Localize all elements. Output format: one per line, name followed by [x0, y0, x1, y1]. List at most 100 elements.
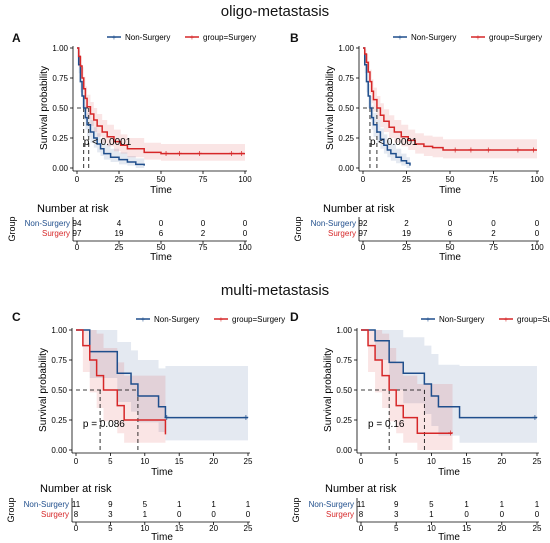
risk-x-axis-title: Time	[150, 252, 172, 263]
km-panel-c: + +0.000.250.500.751.000 5 10 15 20 25TimeSurv…	[6, 315, 285, 543]
risk-x-tick-label: 25	[244, 524, 253, 533]
censor-mark: +	[243, 413, 249, 424]
risk-x-tick-label: 5	[108, 524, 113, 533]
section-title-multi: multi-metastasis	[220, 282, 330, 299]
risk-count-surgery: 0	[535, 229, 540, 238]
p-value: p < 0.0001	[370, 137, 418, 148]
risk-x-tick-label: 100	[530, 243, 544, 252]
censor-mark: +	[197, 149, 203, 160]
x-tick-label: 5	[108, 457, 113, 466]
risk-count-surgery: 8	[359, 510, 364, 519]
y-tick-label: 0.50	[338, 104, 354, 113]
risk-table-title: Number at risk	[37, 203, 109, 215]
risk-count-surgery: 0	[464, 510, 469, 519]
y-tick-label: 0.25	[51, 416, 67, 425]
risk-count-surgery: 0	[211, 510, 216, 519]
legend-label-surgery: group=Surgery	[489, 33, 542, 42]
risk-count-surgery: 0	[246, 510, 251, 519]
p-value: p = 0.16	[368, 419, 405, 430]
risk-count-surgery: 1	[429, 510, 434, 519]
risk-x-axis-title: Time	[439, 252, 461, 263]
y-axis-title: Survival probability	[323, 348, 334, 432]
risk-count-surgery: 97	[359, 229, 368, 238]
survival-curve-surgery	[76, 329, 167, 435]
y-tick-label: 0.75	[338, 74, 354, 83]
legend-marker: +	[426, 315, 431, 324]
y-tick-label: 0.75	[336, 356, 352, 365]
survival-curve-non_surgery	[361, 329, 537, 419]
risk-row-label-non-surgery: Non-Surgery	[309, 500, 354, 509]
risk-count-non-surgery: 0	[535, 219, 540, 228]
risk-x-tick-label: 0	[359, 524, 364, 533]
ci-band-surgery	[77, 48, 245, 161]
risk-count-surgery: 2	[491, 229, 496, 238]
y-tick-label: 1.00	[51, 326, 67, 335]
risk-count-non-surgery: 1	[246, 500, 251, 509]
y-tick-label: 0.25	[336, 416, 352, 425]
panel-label-d: D	[290, 310, 299, 324]
y-axis-title: Survival probability	[39, 66, 50, 150]
risk-count-surgery: 1	[143, 510, 148, 519]
risk-count-non-surgery: 11	[72, 500, 81, 509]
x-tick-label: 10	[140, 457, 149, 466]
legend-label-non-surgery: Non-Surgery	[154, 315, 199, 324]
risk-x-tick-label: 75	[489, 243, 498, 252]
y-tick-label: 0.25	[52, 134, 68, 143]
censor-mark: +	[452, 146, 458, 157]
y-axis-title: Survival probability	[325, 66, 336, 150]
ci-band-surgery	[363, 48, 537, 159]
risk-count-surgery: 8	[74, 510, 79, 519]
legend-label-surgery: group=Surgery	[232, 315, 285, 324]
risk-count-non-surgery: 1	[464, 500, 469, 509]
km-panel-a: + + + + +0.00 0.25 0.50 0.75 1.00 0 25 50 75 100 Time S…	[7, 33, 256, 263]
x-axis-title: Time	[150, 185, 172, 196]
legend-marker: +	[476, 33, 481, 42]
x-tick-label: 15	[175, 457, 184, 466]
legend-marker: +	[141, 315, 146, 324]
y-tick-label: 0.50	[52, 104, 68, 113]
x-tick-label: 0	[75, 175, 80, 184]
censor-mark: +	[164, 413, 170, 424]
x-axis-title: Time	[438, 467, 460, 478]
risk-count-non-surgery: 0	[491, 219, 496, 228]
censor-mark: +	[532, 413, 538, 424]
risk-count-non-surgery: 9	[108, 500, 113, 509]
survival-curve-non_surgery	[76, 329, 248, 419]
risk-x-tick-label: 75	[199, 243, 208, 252]
x-tick-label: 0	[74, 457, 79, 466]
risk-count-non-surgery: 1	[500, 500, 505, 509]
risk-row-label-surgery: Surgery	[42, 229, 70, 238]
risk-x-tick-label: 10	[140, 524, 149, 533]
risk-x-axis-title: Time	[151, 532, 173, 543]
risk-x-tick-label: 15	[462, 524, 471, 533]
risk-x-tick-label: 50	[446, 243, 455, 252]
risk-count-surgery: 0	[177, 510, 182, 519]
censor-mark: +	[239, 149, 245, 160]
legend-label-non-surgery: Non-Surgery	[125, 33, 170, 42]
survival-curve-surgery	[77, 47, 245, 155]
risk-x-tick-label: 25	[533, 524, 542, 533]
risk-x-tick-label: 0	[74, 524, 79, 533]
risk-count-non-surgery: 1	[535, 500, 540, 509]
panel-label-a: A	[12, 31, 21, 45]
legend-label-surgery: group=Surgery	[203, 33, 256, 42]
y-tick-label: 0.00	[338, 164, 354, 173]
risk-x-tick-label: 0	[75, 243, 80, 252]
x-tick-label: 10	[427, 457, 436, 466]
risk-x-tick-label: 100	[238, 243, 252, 252]
x-tick-label: 0	[359, 457, 364, 466]
risk-group-label: Group	[291, 497, 301, 522]
x-axis-title: Time	[439, 185, 461, 196]
x-tick-label: 20	[209, 457, 218, 466]
risk-x-tick-label: 20	[209, 524, 218, 533]
km-panel-b: + + + + +0.00 0.25 0.50 0.75 1.00 0 25 50 75 100 Time S…	[293, 33, 544, 263]
censor-mark: +	[485, 146, 491, 157]
panel-label-b: B	[290, 31, 299, 45]
risk-count-non-surgery: 4	[117, 219, 122, 228]
risk-x-tick-label: 5	[394, 524, 399, 533]
y-tick-label: 0.00	[336, 446, 352, 455]
legend-label-non-surgery: Non-Surgery	[439, 315, 484, 324]
risk-count-non-surgery: 5	[143, 500, 148, 509]
x-tick-label: 25	[115, 175, 124, 184]
y-tick-label: 0.50	[51, 386, 67, 395]
